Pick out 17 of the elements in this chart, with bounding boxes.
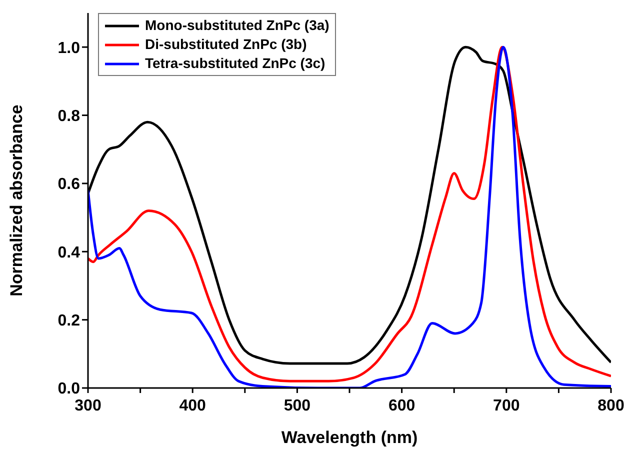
y-tick-label: 0.4 — [58, 244, 80, 262]
x-tick-label: 300 — [74, 397, 102, 414]
x-tick-label: 500 — [284, 397, 311, 414]
x-tick-label: 600 — [388, 397, 416, 414]
y-tick-label: 1.0 — [58, 40, 80, 57]
x-tick-label: 800 — [598, 397, 624, 414]
x-axis-title: Wavelength (nm) — [281, 428, 418, 447]
legend-label: Di-substituted ZnPc (3b) — [145, 35, 307, 54]
y-axis-title: Normalized absorbance — [7, 104, 26, 296]
legend-label: Mono-substituted ZnPc (3a) — [145, 16, 330, 35]
y-tick-label: 0.6 — [58, 176, 80, 194]
y-tick-label: 0.8 — [58, 108, 80, 125]
x-tick-label: 400 — [179, 397, 206, 414]
y-tick-label: 0.0 — [58, 380, 80, 398]
y-tick-label: 0.2 — [58, 312, 80, 330]
legend-label: Tetra-substituted ZnPc (3c) — [145, 54, 326, 73]
x-tick-label: 700 — [493, 397, 520, 414]
